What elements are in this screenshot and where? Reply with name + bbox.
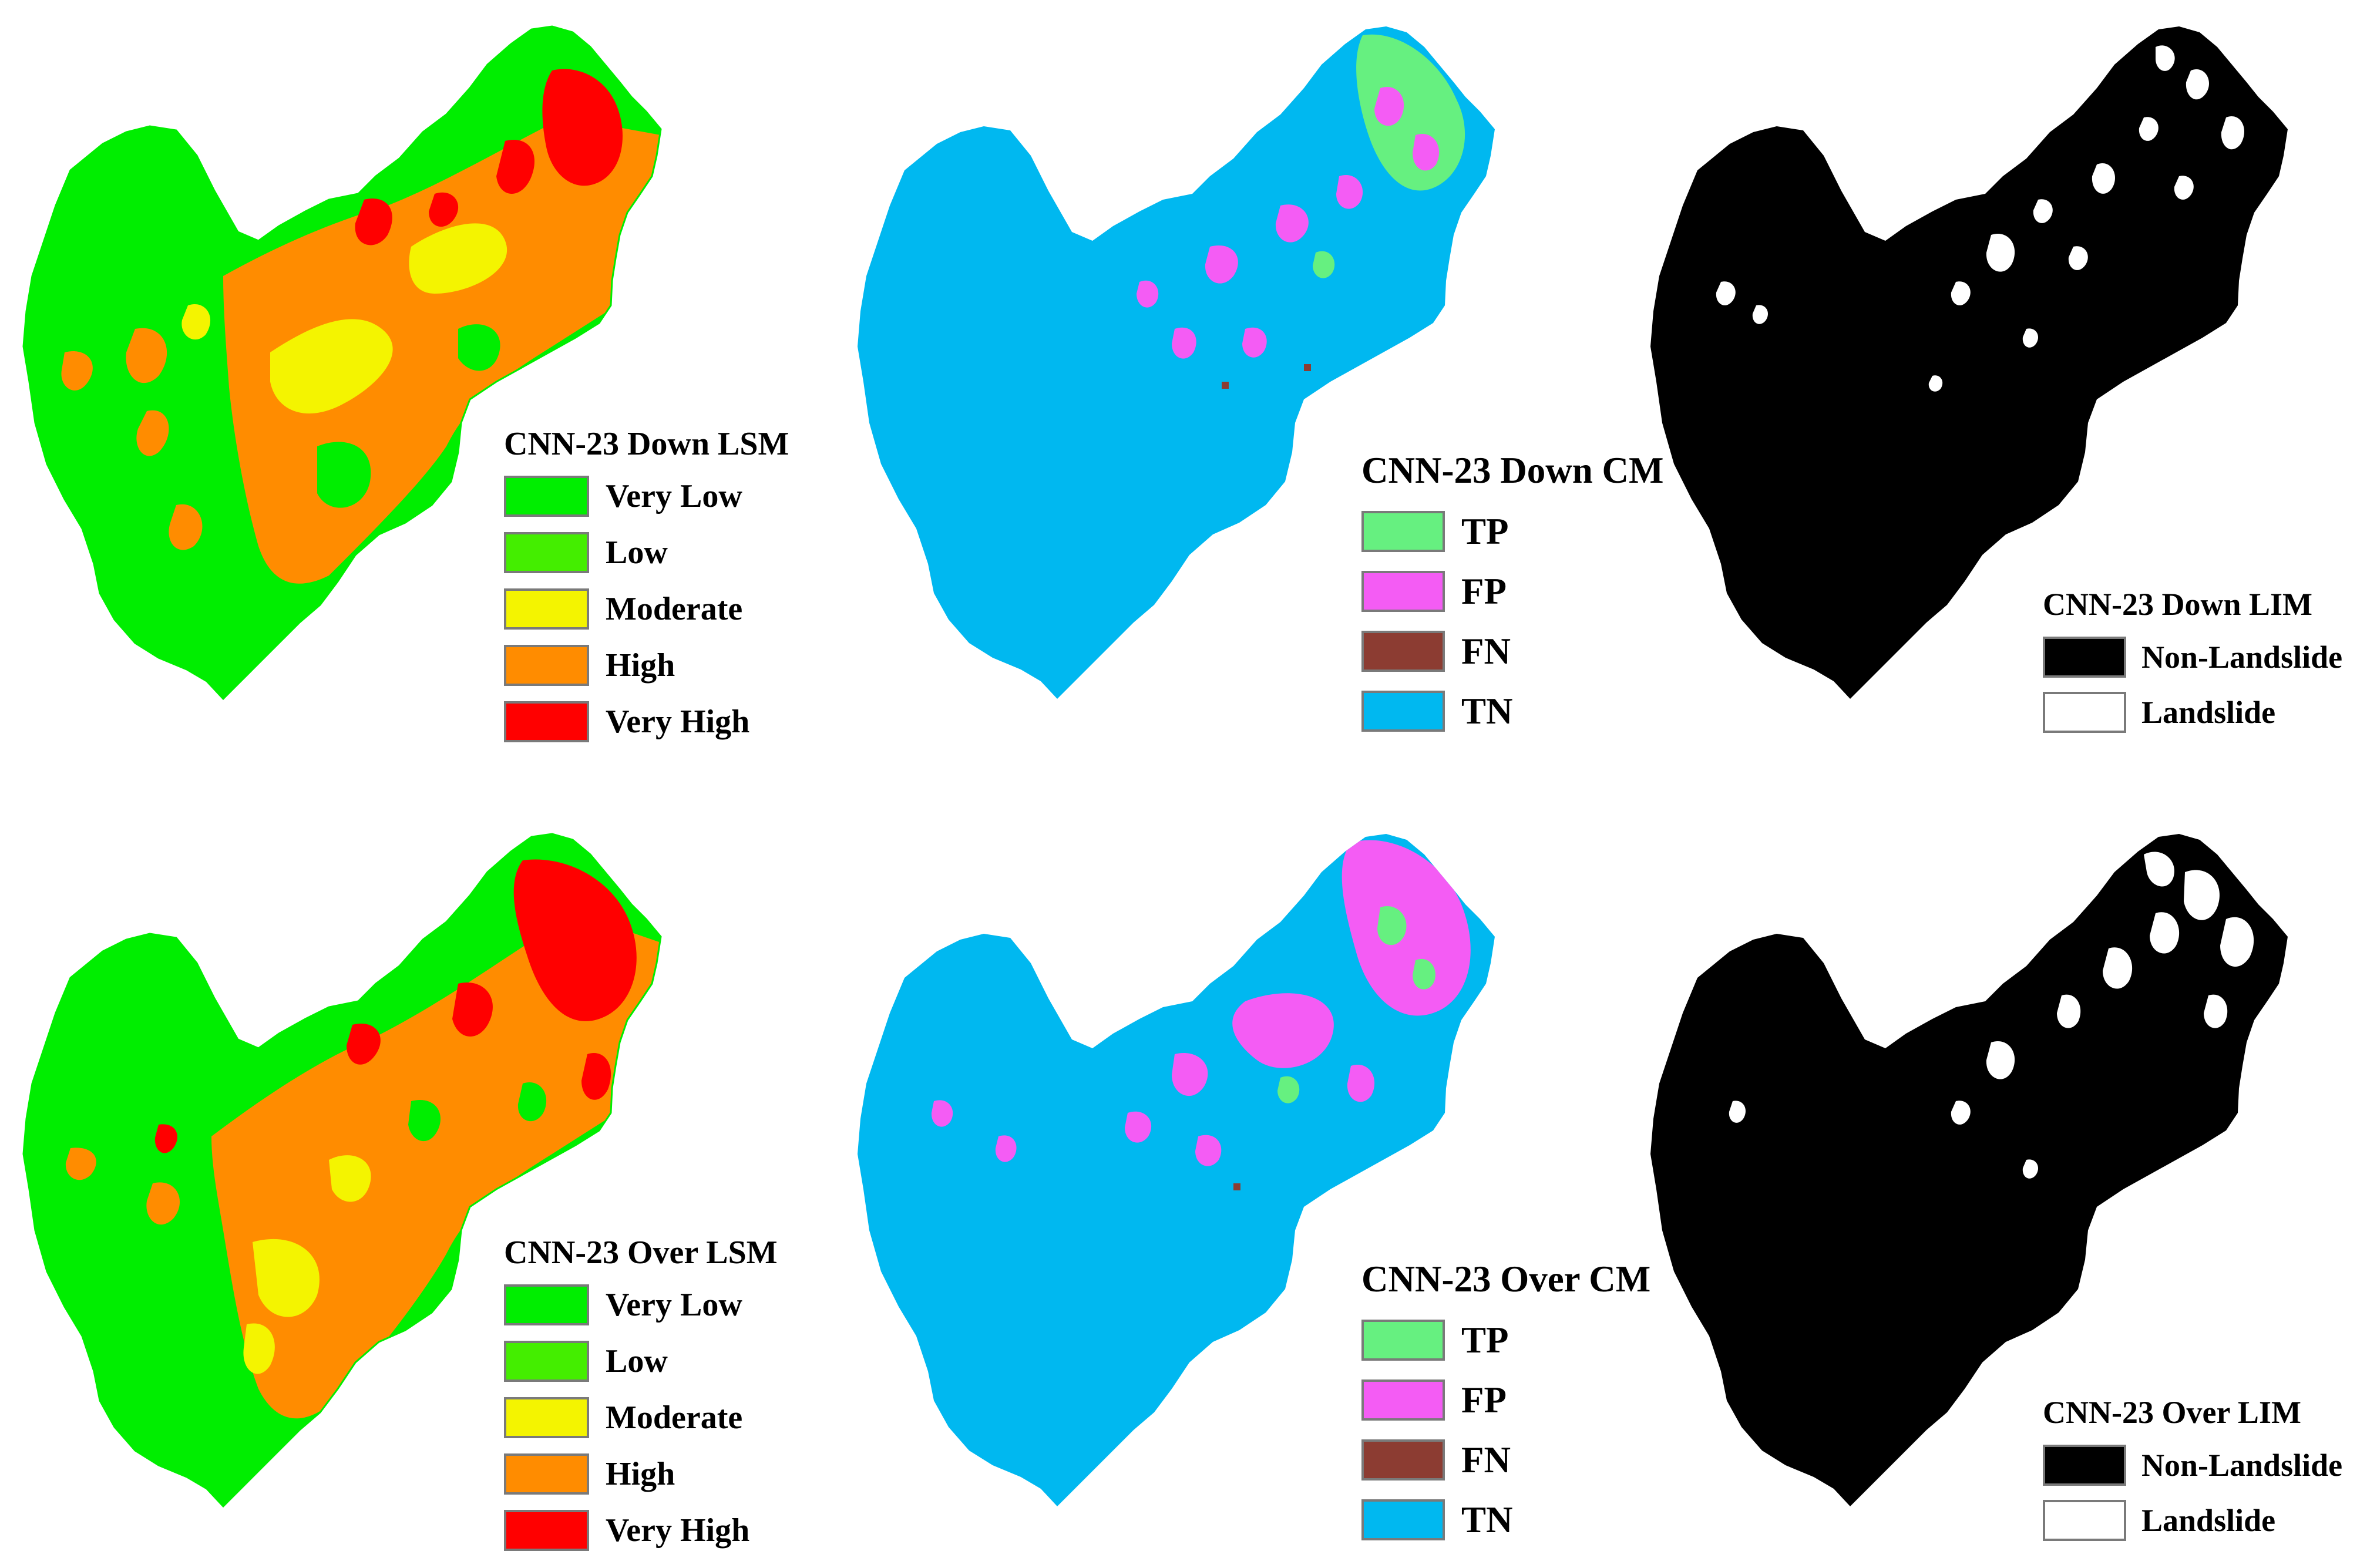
- legend-label: High: [606, 1456, 675, 1492]
- legend-lim-over: CNN-23 Over LIM Non-Landslide Landslide: [2043, 1397, 2372, 1549]
- legend-label: TP: [1461, 510, 1509, 552]
- legend-label: FN: [1461, 630, 1511, 672]
- legend-item-high: High: [504, 1453, 675, 1495]
- legend-title: CNN-23 Down LSM: [504, 426, 789, 462]
- legend-label: Very High: [606, 1512, 750, 1549]
- legend-swatch: [1361, 1379, 1445, 1421]
- legend-swatch: [1361, 571, 1445, 612]
- legend-label: Non-Landslide: [2141, 640, 2343, 675]
- legend-label: Landslide: [2141, 1503, 2276, 1538]
- legend-label: Very Low: [606, 478, 742, 514]
- legend-title: CNN-23 Down CM: [1361, 450, 1664, 491]
- legend-label: Very High: [606, 704, 750, 740]
- legend-item-fp: FP: [1361, 571, 1507, 612]
- legend-swatch: [1361, 1499, 1445, 1540]
- legend-item-moderate: Moderate: [504, 588, 742, 630]
- legend-item-tn: TN: [1361, 1499, 1513, 1540]
- legend-item-low: Low: [504, 532, 668, 573]
- legend-label: Moderate: [606, 591, 743, 627]
- legend-label: Moderate: [606, 1399, 743, 1436]
- legend-label: Very Low: [606, 1287, 742, 1323]
- legend-cm-down: CNN-23 Down CM TP FP FN TN: [1361, 452, 1714, 746]
- legend-item-very-high: Very High: [504, 1510, 749, 1551]
- legend-swatch: [2043, 692, 2126, 733]
- legend-swatch: [1361, 1320, 1445, 1361]
- legend-item-low: Low: [504, 1341, 668, 1382]
- legend-item-tp: TP: [1361, 1320, 1509, 1361]
- legend-title: CNN-23 Over LSM: [504, 1234, 778, 1271]
- legend-label: FP: [1461, 1379, 1507, 1421]
- legend-swatch: [504, 1341, 589, 1382]
- legend-title: CNN-23 Over CM: [1361, 1259, 1651, 1300]
- legend-lim-down: CNN-23 Down LIM Non-Landslide Landslide: [2043, 588, 2372, 741]
- legend-item-non-landslide: Non-Landslide: [2043, 1445, 2342, 1486]
- legend-item-non-landslide: Non-Landslide: [2043, 637, 2342, 678]
- legend-swatch: [504, 476, 589, 517]
- legend-item-very-low: Very Low: [504, 476, 742, 517]
- legend-label: TP: [1461, 1319, 1509, 1361]
- legend-lsm-down: CNN-23 Down LSM Very Low Low Moderate Hi…: [504, 428, 833, 745]
- legend-swatch: [504, 701, 589, 742]
- legend-label: Low: [606, 534, 668, 571]
- legend-label: Landslide: [2141, 695, 2276, 730]
- legend-label: FN: [1461, 1439, 1511, 1480]
- legend-swatch: [504, 1510, 589, 1551]
- legend-label: High: [606, 647, 675, 684]
- legend-item-tp: TP: [1361, 511, 1509, 552]
- legend-swatch: [504, 1453, 589, 1495]
- legend-lsm-over: CNN-23 Over LSM Very Low Low Moderate Hi…: [504, 1236, 833, 1553]
- legend-title: CNN-23 Down LIM: [2043, 587, 2312, 622]
- legend-swatch: [504, 1397, 589, 1438]
- legend-item-moderate: Moderate: [504, 1397, 742, 1438]
- legend-title: CNN-23 Over LIM: [2043, 1395, 2301, 1430]
- legend-item-landslide: Landslide: [2043, 1500, 2275, 1541]
- legend-cm-over: CNN-23 Over CM TP FP FN TN: [1361, 1261, 1714, 1554]
- legend-label: FP: [1461, 570, 1507, 612]
- legend-item-fp: FP: [1361, 1379, 1507, 1421]
- legend-swatch: [2043, 1445, 2126, 1486]
- legend-item-high: High: [504, 645, 675, 686]
- legend-swatch: [1361, 631, 1445, 672]
- legend-swatch: [504, 532, 589, 573]
- legend-item-very-high: Very High: [504, 701, 749, 742]
- legend-item-landslide: Landslide: [2043, 692, 2275, 733]
- legend-swatch: [1361, 1439, 1445, 1480]
- legend-label: TN: [1461, 1499, 1513, 1540]
- legend-swatch: [2043, 1500, 2126, 1541]
- legend-swatch: [504, 1284, 589, 1325]
- legend-swatch: [1361, 691, 1445, 732]
- legend-swatch: [1361, 511, 1445, 552]
- legend-label: Non-Landslide: [2141, 1448, 2343, 1483]
- legend-swatch: [2043, 637, 2126, 678]
- legend-label: TN: [1461, 690, 1513, 732]
- legend-item-tn: TN: [1361, 691, 1513, 732]
- legend-swatch: [504, 645, 589, 686]
- legend-item-fn: FN: [1361, 631, 1511, 672]
- legend-label: Low: [606, 1343, 668, 1379]
- legend-item-very-low: Very Low: [504, 1284, 742, 1325]
- legend-swatch: [504, 588, 589, 630]
- legend-item-fn: FN: [1361, 1439, 1511, 1480]
